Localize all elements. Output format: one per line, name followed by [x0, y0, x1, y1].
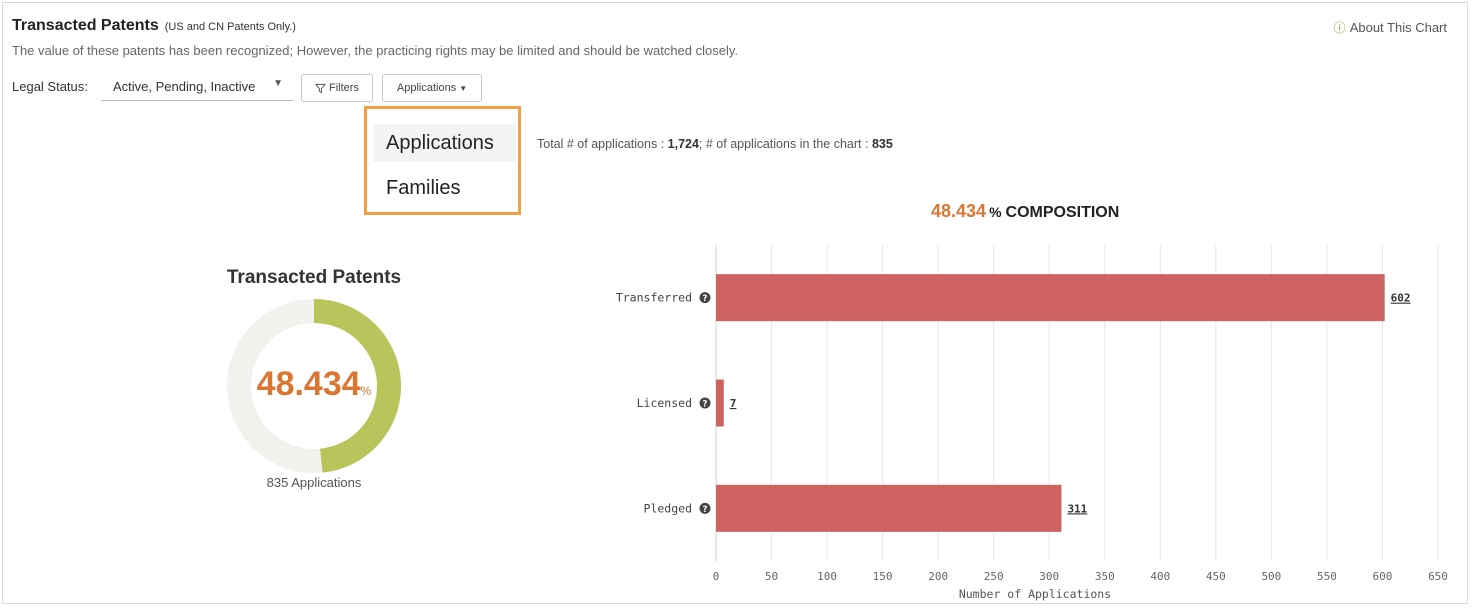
caret-down-icon: ▼: [459, 83, 468, 93]
bar-pledged: [716, 484, 1062, 532]
x-tick-label: 0: [713, 570, 720, 583]
mode-label: Applications: [396, 82, 457, 94]
bar-value-label: 602: [1391, 292, 1411, 305]
x-tick-label: 150: [873, 570, 893, 583]
y-category-label: Licensed: [637, 396, 692, 410]
filter-icon: [315, 83, 327, 93]
y-category-label: Transferred: [616, 291, 692, 305]
x-tick-label: 550: [1317, 570, 1337, 583]
info-icon: ⓘ: [1333, 21, 1346, 35]
help-icon: [699, 397, 711, 409]
filters-button[interactable]: Filters: [301, 74, 373, 102]
donut-chart: [227, 299, 401, 473]
dropdown-item-families[interactable]: Families: [386, 177, 461, 199]
about-chart-link[interactable]: ⓘ About This Chart: [1334, 19, 1447, 36]
help-icon-glyph: ?: [703, 294, 708, 304]
donut-percent-sign: %: [360, 384, 372, 398]
mode-dropdown-button[interactable]: Applications ▼: [382, 74, 482, 102]
help-icon: [699, 502, 711, 514]
totals-summary: Total # of applications : 1,724; # of ap…: [537, 137, 893, 151]
composition-percent: 48.434: [931, 201, 987, 221]
filters-label: Filters: [329, 82, 359, 94]
bar-transferred: [716, 274, 1385, 322]
x-tick-label: 500: [1261, 570, 1281, 583]
in-chart-value: 835: [871, 137, 893, 151]
total-text: Total # of applications :: [537, 137, 668, 151]
in-chart-text: ; # of applications in the chart :: [698, 137, 872, 151]
donut-value: 48.434%: [227, 365, 401, 404]
title-note: (US and CN Patents Only.): [164, 21, 296, 33]
composition-label: COMPOSITION: [1005, 204, 1120, 221]
bar-licensed: [716, 379, 724, 427]
legal-status-label: Legal Status:: [12, 79, 88, 94]
about-label: About This Chart: [1349, 20, 1447, 35]
x-tick-label: 250: [984, 570, 1004, 583]
title-row: Transacted Patents (US and CN Patents Onl…: [12, 17, 296, 35]
donut-fill: [227, 299, 401, 473]
bar-value-label: 311: [1067, 502, 1087, 515]
mode-dropdown-menu: Applications Families: [364, 106, 521, 215]
help-icon-glyph: ?: [703, 400, 708, 410]
x-tick-label: 650: [1428, 570, 1448, 583]
x-tick-label: 100: [817, 570, 837, 583]
donut-count: 835 Applications: [266, 475, 362, 490]
donut-percent: 48.434: [256, 365, 361, 403]
x-tick-label: 50: [765, 570, 778, 583]
donut-title: Transacted Patents: [226, 267, 402, 288]
x-tick-label: 200: [928, 570, 948, 583]
y-category-label: Pledged: [644, 501, 692, 515]
x-tick-label: 450: [1206, 570, 1226, 583]
composition-percent-sign: %: [989, 204, 1002, 220]
bar-value-label: 7: [730, 397, 737, 410]
help-icon-glyph: ?: [703, 505, 708, 515]
legal-status-select[interactable]: Active, Pending, Inactive ▼: [101, 73, 293, 101]
bar-chart: 0 50 100 150 200 250 300 350 400 450 500 550 600 650 T…: [616, 245, 1448, 601]
caret-down-icon: ▼: [273, 78, 283, 89]
total-value: 1,724: [667, 137, 699, 151]
x-tick-label: 600: [1373, 570, 1393, 583]
x-tick-label: 350: [1095, 570, 1115, 583]
x-tick-label: 400: [1150, 570, 1170, 583]
composition-header: 48.434% COMPOSITION: [931, 201, 1119, 222]
dropdown-item-applications[interactable]: Applications: [373, 124, 516, 162]
x-axis-label: Number of Applications: [959, 587, 1111, 601]
help-icon: [699, 292, 711, 304]
x-tick-label: 300: [1039, 570, 1059, 583]
legal-status-value: Active, Pending, Inactive: [113, 79, 256, 94]
page-title: Transacted Patents: [12, 17, 159, 34]
description: The value of these patents has been reco…: [12, 43, 739, 58]
